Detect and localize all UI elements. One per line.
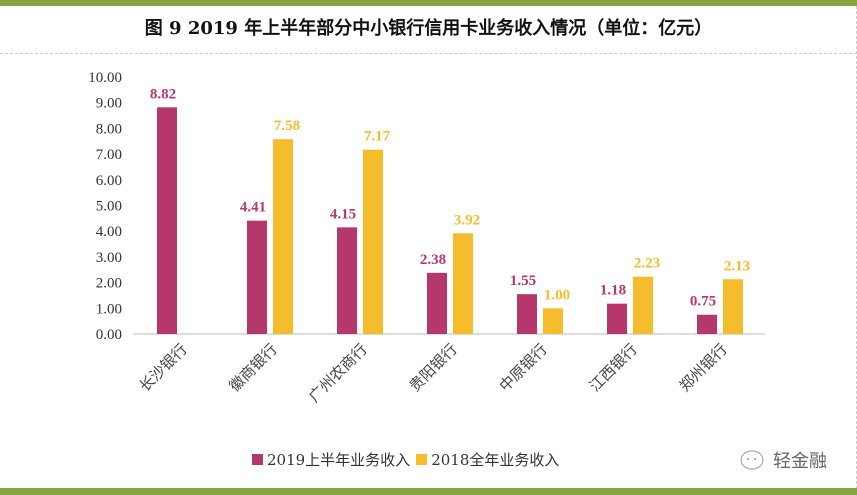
data-label: 7.58 xyxy=(274,118,300,134)
bar xyxy=(723,279,743,334)
data-label: 4.41 xyxy=(240,200,266,216)
bar xyxy=(543,308,563,334)
bar xyxy=(607,303,627,334)
title-divider xyxy=(0,53,857,54)
data-label: 8.82 xyxy=(150,86,176,102)
chart-title: 图 9 2019 年上半年部分中小银行信用卡业务收入情况（单位：亿元） xyxy=(144,18,713,39)
x-tick-label: 中原银行 xyxy=(496,341,550,395)
data-label: 2.13 xyxy=(724,258,750,274)
bar xyxy=(363,149,383,334)
legend-label-2019h1: 2019上半年业务收入 xyxy=(267,451,411,469)
data-label: 1.18 xyxy=(600,283,626,299)
y-tick-label: 6.00 xyxy=(96,173,122,189)
data-label: 4.15 xyxy=(330,206,356,222)
y-tick-label: 7.00 xyxy=(96,147,122,163)
legend-label-2018: 2018全年业务收入 xyxy=(431,451,560,469)
y-tick-label: 10.00 xyxy=(88,70,122,86)
top-border xyxy=(0,0,857,6)
y-tick-label: 3.00 xyxy=(96,250,122,266)
data-label: 0.75 xyxy=(690,294,716,310)
x-tick-label: 郑州银行 xyxy=(676,341,730,395)
x-tick-label: 江西银行 xyxy=(586,341,640,395)
y-tick-label: 2.00 xyxy=(96,276,122,292)
data-label: 3.92 xyxy=(454,212,480,228)
y-tick-label: 4.00 xyxy=(96,224,122,240)
data-label: 2.38 xyxy=(420,252,446,268)
y-tick-label: 0.00 xyxy=(96,327,122,343)
x-tick-label: 广州农商行 xyxy=(306,341,371,406)
y-tick-label: 5.00 xyxy=(96,199,122,215)
bar xyxy=(157,107,177,335)
x-tick-label: 贵阳银行 xyxy=(406,341,460,395)
x-tick-label: 徽商银行 xyxy=(226,341,280,395)
wechat-icon xyxy=(740,450,764,470)
x-tick-label: 长沙银行 xyxy=(136,341,190,395)
data-label: 7.17 xyxy=(364,129,391,145)
y-tick-label: 1.00 xyxy=(96,301,122,317)
data-label: 2.23 xyxy=(634,256,660,272)
bar-chart: 0.00 1.00 2.00 3.00 4.00 5.00 6.00 7.00 8.00 9.00… xyxy=(88,70,765,406)
bar xyxy=(633,276,653,334)
legend: 2019上半年业务收入 2018全年业务收入 xyxy=(252,449,559,470)
bar xyxy=(337,227,357,334)
y-tick-label: 8.00 xyxy=(96,121,122,137)
bar xyxy=(273,139,293,334)
bar xyxy=(697,314,717,334)
legend-swatch-2019h1 xyxy=(252,454,263,465)
watermark: 轻金融 xyxy=(737,447,827,473)
legend-swatch-2018 xyxy=(416,454,428,465)
y-tick-label: 9.00 xyxy=(96,96,122,112)
data-label: 1.00 xyxy=(544,287,570,303)
bar xyxy=(453,233,473,334)
watermark-text: 轻金融 xyxy=(773,451,827,472)
bar xyxy=(517,294,537,334)
bar xyxy=(427,272,447,334)
bottom-border xyxy=(0,488,857,495)
bar xyxy=(247,220,267,334)
data-label: 1.55 xyxy=(510,273,536,289)
